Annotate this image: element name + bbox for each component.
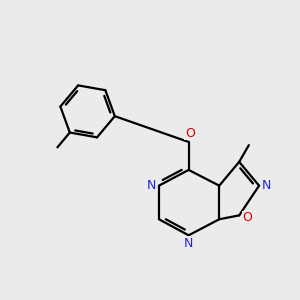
Text: N: N xyxy=(184,236,193,250)
Text: N: N xyxy=(262,179,272,192)
Text: N: N xyxy=(146,179,156,192)
Text: O: O xyxy=(185,127,195,140)
Text: O: O xyxy=(243,211,252,224)
